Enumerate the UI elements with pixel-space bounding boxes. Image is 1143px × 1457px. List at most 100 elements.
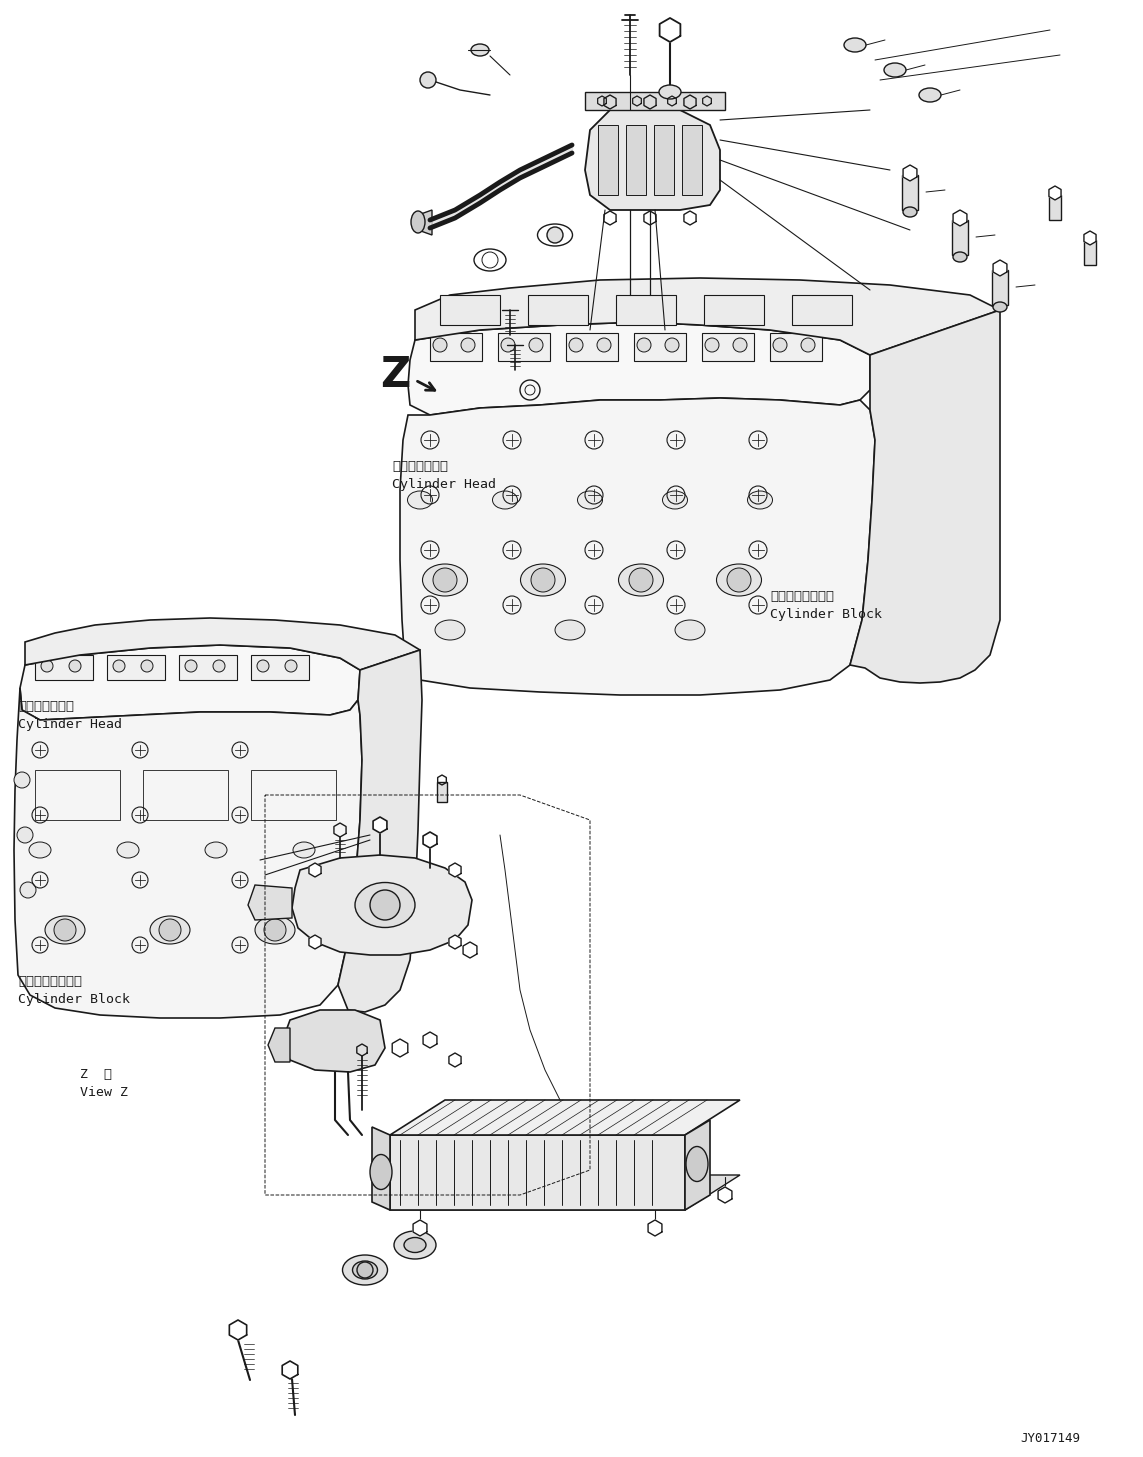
Bar [654, 125, 674, 195]
Circle shape [531, 568, 555, 592]
Ellipse shape [423, 564, 467, 596]
Circle shape [185, 660, 197, 672]
Bar [682, 125, 702, 195]
Ellipse shape [686, 1147, 708, 1182]
Polygon shape [993, 259, 1007, 275]
Bar [430, 334, 482, 361]
Polygon shape [1084, 232, 1096, 245]
Ellipse shape [577, 491, 602, 508]
Circle shape [141, 660, 153, 672]
Circle shape [547, 227, 563, 243]
Ellipse shape [676, 621, 705, 640]
Polygon shape [413, 1220, 427, 1236]
Polygon shape [423, 1032, 437, 1048]
Circle shape [461, 338, 475, 353]
Ellipse shape [293, 842, 315, 858]
Ellipse shape [435, 621, 465, 640]
Polygon shape [338, 650, 422, 1013]
Polygon shape [248, 884, 291, 919]
Polygon shape [371, 1128, 390, 1209]
Circle shape [113, 660, 125, 672]
Circle shape [14, 772, 30, 788]
Ellipse shape [355, 883, 415, 928]
Bar [992, 270, 1008, 305]
Ellipse shape [717, 564, 761, 596]
Ellipse shape [844, 38, 866, 52]
Ellipse shape [953, 252, 967, 262]
Ellipse shape [352, 1260, 377, 1279]
Circle shape [705, 338, 719, 353]
Bar [704, 294, 764, 325]
Polygon shape [282, 1361, 298, 1378]
Bar [179, 656, 237, 680]
Ellipse shape [555, 621, 585, 640]
Bar [792, 294, 852, 325]
Circle shape [41, 660, 53, 672]
Bar [1084, 240, 1096, 265]
Bar [770, 334, 822, 361]
Polygon shape [585, 92, 725, 109]
Polygon shape [400, 398, 876, 695]
Ellipse shape [919, 87, 941, 102]
Ellipse shape [117, 842, 139, 858]
Ellipse shape [884, 63, 906, 77]
Ellipse shape [205, 842, 227, 858]
Bar [35, 656, 93, 680]
Circle shape [727, 568, 751, 592]
Bar [598, 125, 618, 195]
Polygon shape [14, 688, 362, 1018]
Polygon shape [423, 832, 437, 848]
Bar [1049, 195, 1061, 220]
Bar [35, 769, 120, 820]
Ellipse shape [993, 302, 1007, 312]
Ellipse shape [520, 564, 566, 596]
Ellipse shape [255, 916, 295, 944]
Bar [251, 656, 309, 680]
Bar [498, 334, 550, 361]
Bar [634, 334, 686, 361]
Circle shape [213, 660, 225, 672]
Polygon shape [660, 17, 680, 42]
Text: JY017149: JY017149 [1020, 1431, 1080, 1444]
Circle shape [801, 338, 815, 353]
Polygon shape [850, 310, 1000, 683]
Circle shape [159, 919, 181, 941]
Polygon shape [309, 863, 321, 877]
Polygon shape [685, 1120, 710, 1209]
Circle shape [17, 828, 33, 844]
Polygon shape [373, 817, 387, 833]
Text: シリンダブロック
Cylinder Block: シリンダブロック Cylinder Block [18, 975, 130, 1005]
Ellipse shape [29, 842, 51, 858]
Circle shape [665, 338, 679, 353]
Text: Z: Z [379, 354, 410, 396]
Circle shape [773, 338, 788, 353]
Polygon shape [585, 109, 720, 210]
Ellipse shape [45, 916, 85, 944]
Circle shape [733, 338, 748, 353]
Bar [251, 769, 336, 820]
Ellipse shape [403, 1237, 426, 1253]
Bar [702, 334, 754, 361]
Polygon shape [230, 1320, 247, 1340]
Bar [440, 294, 499, 325]
Polygon shape [267, 1029, 290, 1062]
Circle shape [433, 338, 447, 353]
Ellipse shape [150, 916, 190, 944]
Circle shape [285, 660, 297, 672]
Ellipse shape [370, 1154, 392, 1189]
Circle shape [257, 660, 269, 672]
Polygon shape [390, 1135, 685, 1209]
Ellipse shape [408, 491, 432, 508]
Text: シリンダヘッド
Cylinder Head: シリンダヘッド Cylinder Head [392, 460, 496, 491]
Bar [616, 294, 676, 325]
Bar [143, 769, 227, 820]
Circle shape [54, 919, 75, 941]
Circle shape [629, 568, 653, 592]
Bar [626, 125, 646, 195]
Bar [952, 220, 968, 255]
Ellipse shape [903, 207, 917, 217]
Polygon shape [903, 165, 917, 181]
Polygon shape [449, 1053, 461, 1067]
Text: Z  視
View Z: Z 視 View Z [80, 1068, 128, 1099]
Polygon shape [390, 1100, 740, 1135]
